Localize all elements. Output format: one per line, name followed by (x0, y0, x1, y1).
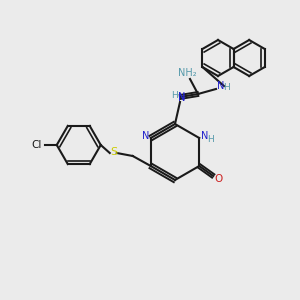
Text: Cl: Cl (32, 140, 42, 150)
Text: N: N (178, 92, 186, 102)
Text: N: N (178, 93, 186, 103)
Text: S: S (110, 147, 117, 157)
Text: O: O (214, 174, 222, 184)
Text: H: H (207, 134, 214, 143)
Text: N: N (201, 131, 208, 141)
Text: N: N (142, 131, 149, 141)
Text: NH₂: NH₂ (178, 68, 196, 78)
Text: H: H (172, 91, 178, 100)
Text: N: N (217, 81, 225, 91)
Text: H: H (224, 83, 230, 92)
